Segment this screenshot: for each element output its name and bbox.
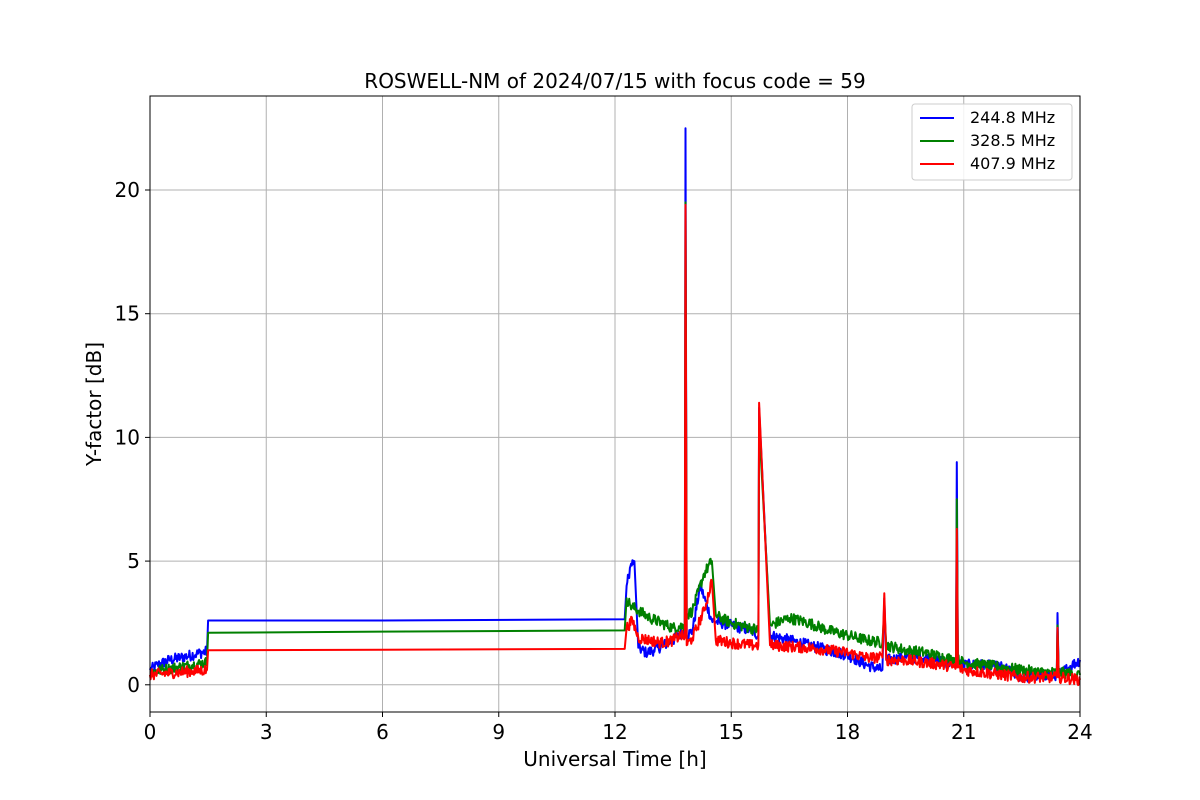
y-axis-ticks: 0 5 10 15 20 xyxy=(115,178,150,697)
x-axis-ticks: 0 3 6 9 12 15 18 21 24 xyxy=(144,712,1093,744)
legend-label-244: 244.8 MHz xyxy=(970,108,1055,127)
legend-label-328: 328.5 MHz xyxy=(970,131,1055,150)
legend-box xyxy=(911,103,1073,181)
y-tick-label: 20 xyxy=(115,178,140,202)
series-line-2 xyxy=(149,203,1081,687)
legend-label-407: 407.9 MHz xyxy=(970,154,1055,173)
x-tick-label: 9 xyxy=(492,720,505,744)
x-tick-label: 15 xyxy=(719,720,744,744)
x-tick-label: 6 xyxy=(376,720,389,744)
y-tick-label: 0 xyxy=(127,673,140,697)
y-tick-label: 10 xyxy=(115,425,140,449)
x-tick-label: 18 xyxy=(835,720,860,744)
x-tick-label: 0 xyxy=(144,720,157,744)
series-layer xyxy=(149,127,1081,687)
x-axis-label: Universal Time [h] xyxy=(523,747,706,771)
chart-title: ROSWELL-NM of 2024/07/15 with focus code… xyxy=(364,69,865,93)
y-tick-label: 5 xyxy=(127,549,140,573)
x-tick-label: 3 xyxy=(260,720,273,744)
x-tick-label: 21 xyxy=(951,720,976,744)
series-line-1 xyxy=(149,201,1081,681)
legend: 244.8 MHz 328.5 MHz 407.9 MHz xyxy=(911,103,1073,181)
y-tick-label: 15 xyxy=(115,302,140,326)
x-tick-label: 12 xyxy=(602,720,627,744)
x-tick-label: 24 xyxy=(1067,720,1092,744)
y-axis-label: Y-factor [dB] xyxy=(82,342,106,467)
